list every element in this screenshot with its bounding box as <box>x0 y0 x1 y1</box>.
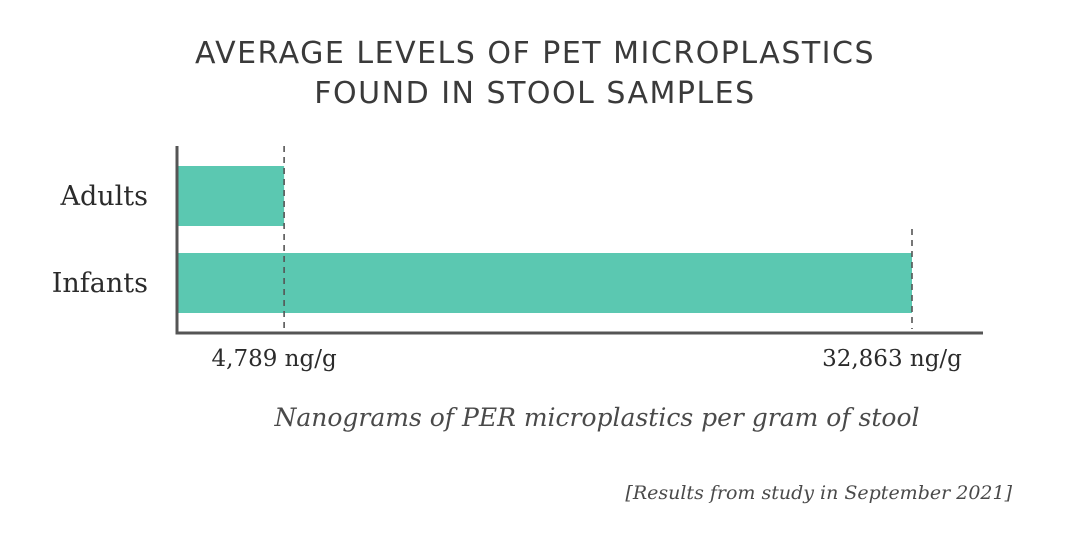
reference-lines-layer <box>283 146 913 329</box>
value-label-infants: 32,863 ng/g <box>822 346 962 372</box>
category-label-infants: Infants <box>52 268 148 299</box>
bars-layer <box>177 166 912 313</box>
x-axis-title: Nanograms of PER microplastics per gram … <box>273 403 919 432</box>
category-label-adults: Adults <box>59 181 148 212</box>
labels-layer: Adults 4,789 ng/g Infants 32,863 ng/g <box>52 181 962 372</box>
chart-title-line-1: AVERAGE LEVELS OF PET MICROPLASTICS <box>194 36 876 71</box>
chart-title: AVERAGE LEVELS OF PET MICROPLASTICS FOUN… <box>0 34 1070 114</box>
chart-title-line-2: FOUND IN STOOL SAMPLES <box>314 76 756 111</box>
value-label-adults: 4,789 ng/g <box>212 346 337 372</box>
axes-layer <box>175 146 983 335</box>
source-footnote: [Results from study in September 2021] <box>625 482 1012 504</box>
bar-adults <box>177 166 285 226</box>
bar-infants <box>177 253 912 313</box>
